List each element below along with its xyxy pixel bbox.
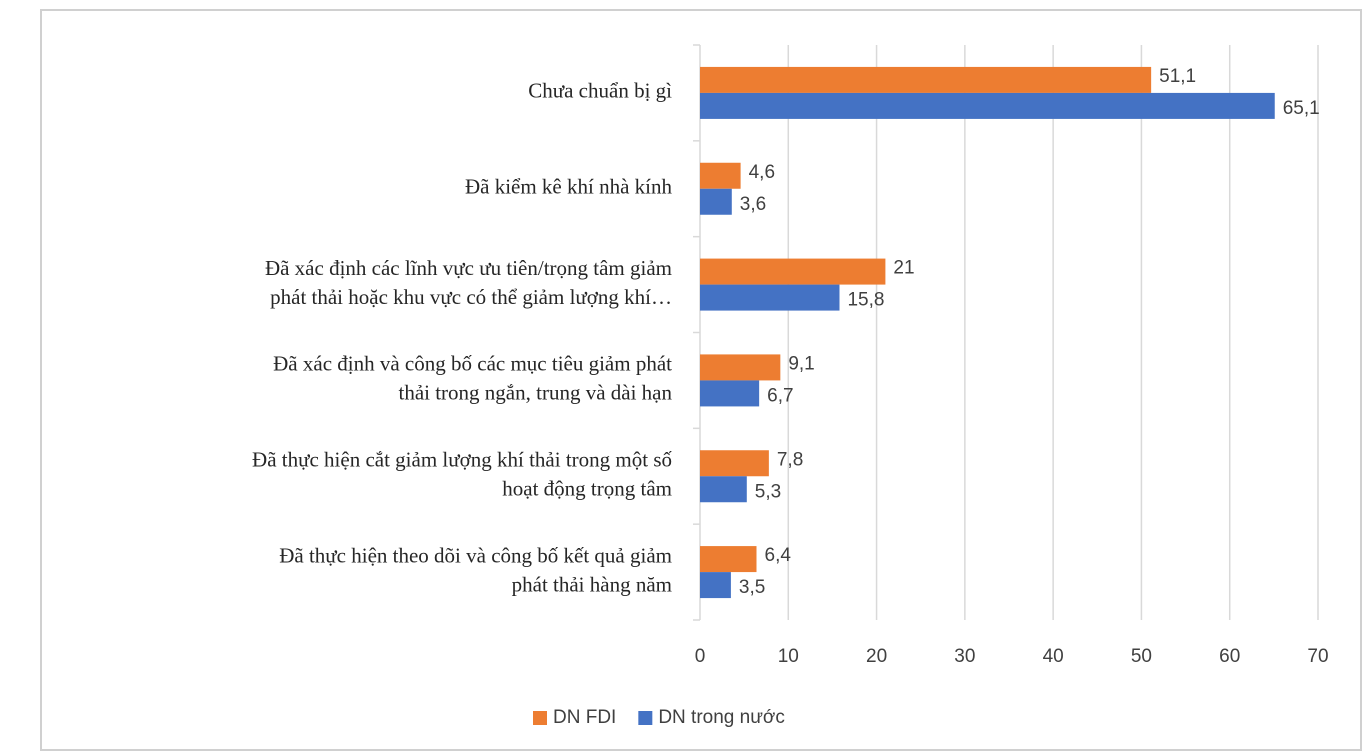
x-tick-label: 30 [954, 646, 975, 667]
category-label: Đã thực hiện cắt giảm lượng khí thải tro… [252, 448, 672, 472]
value-label: 6,7 [767, 385, 793, 406]
category-label: Đã xác định và công bố các mục tiêu giảm… [273, 352, 672, 376]
legend-swatch [638, 711, 653, 725]
bar [700, 188, 732, 215]
legend-swatch [533, 711, 547, 725]
category-label: Đã xác định các lĩnh vực ưu tiên/trọng t… [265, 256, 672, 280]
category-label: Chưa chuẩn bị gì [528, 79, 672, 103]
value-label: 3,6 [740, 194, 766, 215]
x-tick-label: 20 [866, 646, 887, 667]
value-label: 15,8 [847, 290, 884, 311]
bar [700, 258, 886, 285]
bar [700, 92, 1275, 119]
x-tick-label: 40 [1043, 646, 1064, 667]
bar [700, 476, 747, 503]
bar [700, 546, 757, 573]
bar [700, 450, 769, 477]
value-label: 5,3 [755, 481, 781, 502]
bar [700, 354, 781, 381]
value-label: 3,5 [739, 577, 765, 598]
value-label: 4,6 [749, 162, 775, 183]
x-tick-label: 60 [1219, 646, 1240, 667]
bar [700, 572, 731, 599]
x-tick-label: 0 [695, 646, 706, 667]
x-tick-label: 50 [1131, 646, 1152, 667]
legend-label: DN FDI [553, 707, 616, 728]
category-label: hoạt động trọng tâm [502, 477, 672, 501]
category-label: phát thải hàng năm [512, 572, 672, 596]
x-tick-label: 70 [1307, 646, 1328, 667]
bar [700, 284, 840, 311]
value-label: 51,1 [1159, 66, 1196, 87]
category-label: Đã thực hiện theo dõi và công bố kết quả… [279, 543, 672, 567]
legend-label: DN trong nước [658, 707, 785, 728]
category-label: phát thải hoặc khu vực có thể giảm lượng… [270, 285, 672, 309]
value-label: 9,1 [788, 353, 814, 374]
category-label: Đã kiểm kê khí nhà kính [465, 175, 673, 199]
value-label: 6,4 [765, 545, 792, 566]
x-tick-label: 10 [778, 646, 799, 667]
category-label: thải trong ngắn, trung và dài hạn [398, 381, 672, 405]
bar [700, 380, 760, 407]
bar [700, 162, 741, 189]
value-label: 65,1 [1283, 98, 1320, 119]
value-label: 21 [893, 258, 914, 279]
value-label: 7,8 [777, 449, 803, 470]
bar [700, 66, 1152, 93]
